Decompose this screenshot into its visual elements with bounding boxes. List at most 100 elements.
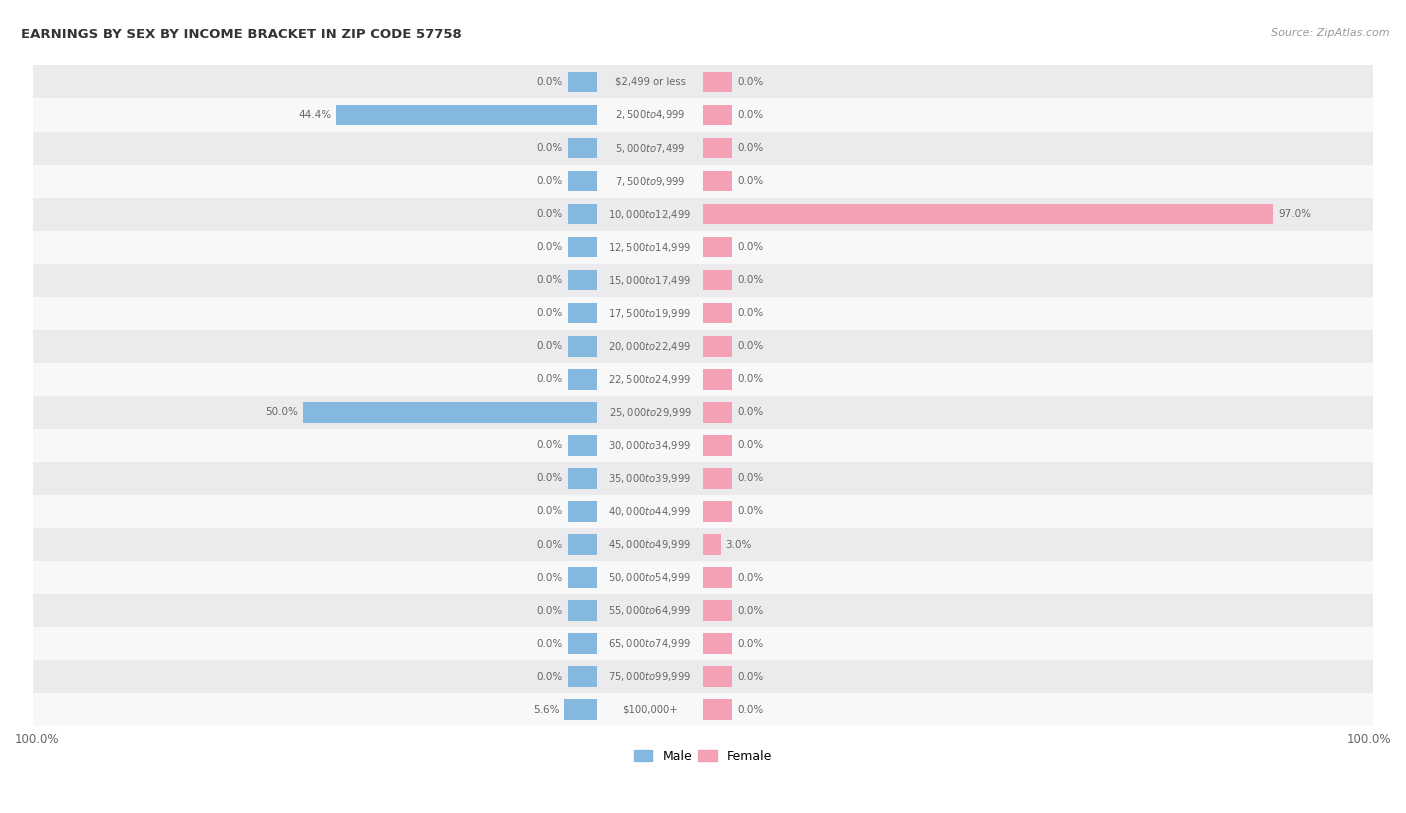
Text: 0.0%: 0.0% — [737, 143, 763, 153]
Legend: Male, Female: Male, Female — [628, 746, 778, 768]
Text: $2,499 or less: $2,499 or less — [614, 77, 686, 87]
Bar — [568, 468, 598, 489]
Bar — [336, 105, 598, 125]
Text: 0.0%: 0.0% — [537, 672, 562, 681]
Text: 3.0%: 3.0% — [725, 540, 752, 550]
Text: 5.6%: 5.6% — [533, 705, 560, 715]
Bar — [32, 65, 1374, 98]
Text: 0.0%: 0.0% — [737, 242, 763, 252]
Bar — [703, 402, 733, 423]
Text: 0.0%: 0.0% — [737, 672, 763, 681]
Bar — [568, 567, 598, 588]
Text: 44.4%: 44.4% — [298, 110, 332, 120]
Bar — [32, 98, 1374, 132]
Bar — [703, 72, 733, 92]
Text: Source: ZipAtlas.com: Source: ZipAtlas.com — [1271, 28, 1389, 38]
Text: 0.0%: 0.0% — [737, 473, 763, 484]
Bar — [32, 363, 1374, 396]
Text: $12,500 to $14,999: $12,500 to $14,999 — [609, 241, 692, 254]
Text: 0.0%: 0.0% — [537, 639, 562, 649]
Bar — [703, 502, 733, 522]
Bar — [32, 396, 1374, 429]
Text: 0.0%: 0.0% — [737, 308, 763, 318]
Text: 0.0%: 0.0% — [537, 473, 562, 484]
Text: $65,000 to $74,999: $65,000 to $74,999 — [609, 637, 692, 650]
Bar — [32, 693, 1374, 726]
Bar — [568, 270, 598, 290]
Text: 0.0%: 0.0% — [537, 441, 562, 450]
Text: 0.0%: 0.0% — [537, 308, 562, 318]
Bar — [703, 336, 733, 357]
Bar — [32, 429, 1374, 462]
Bar — [568, 237, 598, 258]
Bar — [703, 534, 721, 554]
Bar — [703, 567, 733, 588]
Text: 0.0%: 0.0% — [737, 506, 763, 516]
Text: 0.0%: 0.0% — [537, 341, 562, 351]
Bar — [32, 660, 1374, 693]
Bar — [32, 594, 1374, 627]
Bar — [568, 667, 598, 687]
Bar — [32, 330, 1374, 363]
Text: $17,500 to $19,999: $17,500 to $19,999 — [609, 307, 692, 320]
Text: 0.0%: 0.0% — [737, 275, 763, 285]
Text: 0.0%: 0.0% — [537, 77, 562, 87]
Bar — [32, 297, 1374, 330]
Bar — [568, 600, 598, 621]
Bar — [564, 699, 598, 720]
Text: 0.0%: 0.0% — [537, 572, 562, 583]
Bar — [568, 369, 598, 389]
Text: $40,000 to $44,999: $40,000 to $44,999 — [609, 505, 692, 518]
Bar — [703, 667, 733, 687]
Bar — [568, 303, 598, 324]
Text: 0.0%: 0.0% — [537, 374, 562, 385]
Text: $7,500 to $9,999: $7,500 to $9,999 — [614, 175, 685, 188]
Text: $35,000 to $39,999: $35,000 to $39,999 — [609, 472, 692, 485]
Text: 100.0%: 100.0% — [15, 733, 59, 746]
Bar — [703, 633, 733, 654]
Text: 0.0%: 0.0% — [737, 639, 763, 649]
Bar — [703, 303, 733, 324]
Bar — [703, 270, 733, 290]
Bar — [703, 699, 733, 720]
Bar — [703, 600, 733, 621]
Bar — [568, 435, 598, 455]
Text: EARNINGS BY SEX BY INCOME BRACKET IN ZIP CODE 57758: EARNINGS BY SEX BY INCOME BRACKET IN ZIP… — [21, 28, 461, 41]
Text: 0.0%: 0.0% — [737, 176, 763, 186]
Bar — [568, 633, 598, 654]
Text: $55,000 to $64,999: $55,000 to $64,999 — [609, 604, 692, 617]
Bar — [568, 336, 598, 357]
Text: $30,000 to $34,999: $30,000 to $34,999 — [609, 439, 692, 452]
Text: 0.0%: 0.0% — [737, 572, 763, 583]
Bar — [32, 164, 1374, 198]
Bar — [568, 137, 598, 159]
Bar — [703, 468, 733, 489]
Bar — [32, 198, 1374, 231]
Text: 0.0%: 0.0% — [737, 441, 763, 450]
Bar — [32, 627, 1374, 660]
Text: 0.0%: 0.0% — [537, 540, 562, 550]
Bar — [703, 105, 733, 125]
Text: 0.0%: 0.0% — [737, 374, 763, 385]
Bar — [703, 237, 733, 258]
Bar — [32, 263, 1374, 297]
Text: $25,000 to $29,999: $25,000 to $29,999 — [609, 406, 692, 419]
Text: $5,000 to $7,499: $5,000 to $7,499 — [614, 141, 685, 154]
Text: 0.0%: 0.0% — [737, 110, 763, 120]
Text: 0.0%: 0.0% — [537, 242, 562, 252]
Bar — [568, 72, 598, 92]
Bar — [703, 171, 733, 191]
Text: $20,000 to $22,499: $20,000 to $22,499 — [609, 340, 692, 353]
Text: 0.0%: 0.0% — [737, 407, 763, 417]
Bar — [703, 137, 733, 159]
Bar — [568, 171, 598, 191]
Text: 0.0%: 0.0% — [537, 143, 562, 153]
Text: 0.0%: 0.0% — [537, 176, 562, 186]
Text: $75,000 to $99,999: $75,000 to $99,999 — [609, 670, 692, 683]
Text: 0.0%: 0.0% — [737, 341, 763, 351]
Bar — [568, 534, 598, 554]
Text: 97.0%: 97.0% — [1278, 209, 1312, 220]
Bar — [703, 435, 733, 455]
Bar — [568, 204, 598, 224]
Text: $22,500 to $24,999: $22,500 to $24,999 — [609, 373, 692, 386]
